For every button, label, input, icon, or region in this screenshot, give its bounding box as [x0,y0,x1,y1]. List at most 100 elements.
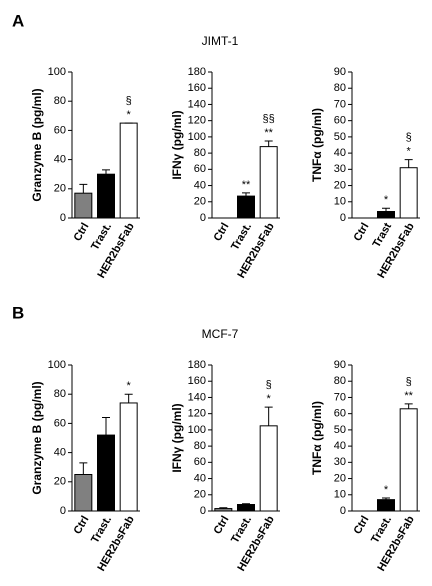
panel-label: B [12,303,24,322]
bar [74,474,93,512]
y-tick-label: 60 [54,124,66,136]
y-tick-label: 140 [188,391,206,403]
significance-mark: ** [404,390,413,402]
y-axis-label: IFNγ (pg/ml) [170,403,184,472]
y-axis-label: IFNγ (pg/ml) [170,110,184,179]
y-tick-label: 40 [334,147,346,159]
y-tick-label: 80 [54,388,66,400]
significance-mark: § [126,95,132,107]
y-tick-label: 50 [334,131,346,143]
x-tick-label: Ctrl [72,514,92,536]
bar [214,508,233,512]
y-tick-label: 10 [334,196,346,208]
y-tick-label: 40 [194,472,206,484]
y-tick-label: 0 [340,505,346,517]
bar [399,408,418,512]
y-tick-label: 20 [54,476,66,488]
bar [237,504,255,512]
error-bar [102,417,110,436]
y-tick-label: 20 [194,196,206,208]
bar [119,402,138,512]
y-tick-label: 80 [334,375,346,387]
significance-mark: * [127,380,132,392]
y-tick-label: 40 [194,179,206,191]
significance-mark: ** [264,127,273,139]
error-bar [102,169,110,175]
y-tick-label: 0 [200,212,206,224]
y-tick-label: 40 [54,154,66,166]
error-bar [242,192,250,197]
bar [259,146,278,219]
y-tick-label: 60 [334,408,346,420]
significance-mark: § [406,132,412,144]
y-tick-label: 50 [334,424,346,436]
error-bar [79,183,88,194]
panel-title: JIMT-1 [202,34,239,48]
bar [377,211,395,219]
y-axis-label: TNFα (pg/ml) [310,108,324,182]
error-bar [382,207,390,212]
y-tick-label: 80 [194,147,206,159]
y-tick-label: 0 [340,212,346,224]
error-bar [124,393,133,403]
y-tick-label: 140 [188,98,206,110]
y-tick-label: 20 [194,489,206,501]
y-tick-label: 70 [334,98,346,110]
x-tick-label: Ctrl [72,221,92,243]
significance-mark: * [127,109,132,121]
bar [97,434,115,512]
y-tick-label: 20 [334,179,346,191]
y-tick-label: 80 [194,440,206,452]
bar [377,499,395,512]
y-tick-label: 20 [54,183,66,195]
significance-mark: ** [242,179,251,191]
y-tick-label: 30 [334,163,346,175]
y-tick-label: 180 [188,66,206,78]
significance-mark: * [384,194,389,206]
y-tick-label: 90 [334,359,346,371]
bar [97,173,115,219]
error-bar [404,159,413,168]
y-tick-label: 90 [334,66,346,78]
y-tick-label: 0 [200,505,206,517]
significance-mark: §§ [263,113,275,125]
y-tick-label: 160 [188,375,206,387]
y-tick-label: 100 [188,424,206,436]
panel-label: A [12,11,24,30]
y-tick-label: 30 [334,456,346,468]
x-tick-label: Ctrl [352,221,372,243]
error-bar [404,403,413,409]
y-axis-label: Granzyme B (pg/ml) [30,381,44,494]
y-tick-label: 100 [48,359,66,371]
y-tick-label: 60 [54,417,66,429]
error-bar [382,497,390,500]
y-tick-label: 40 [334,440,346,452]
y-tick-label: 120 [188,115,206,127]
significance-mark: * [267,393,272,405]
significance-mark: * [407,146,412,158]
bar [119,122,138,219]
y-tick-label: 60 [194,456,206,468]
x-tick-label: Trast [371,221,395,250]
y-tick-label: 80 [334,82,346,94]
error-bar [264,140,273,147]
significance-mark: § [406,376,412,388]
error-bar [219,507,228,509]
y-tick-label: 180 [188,359,206,371]
y-axis-label: TNFα (pg/ml) [310,401,324,475]
bar [237,195,255,219]
x-tick-label: Ctrl [352,514,372,536]
y-tick-label: 60 [334,115,346,127]
y-tick-label: 100 [188,131,206,143]
significance-mark: * [384,484,389,496]
error-bar [264,406,273,426]
bar [259,425,278,512]
y-tick-label: 10 [334,489,346,501]
y-tick-label: 0 [60,212,66,224]
error-bar [79,462,88,475]
x-tick-label: Ctrl [212,221,232,243]
y-tick-label: 0 [60,505,66,517]
y-axis-label: Granzyme B (pg/ml) [30,88,44,201]
y-tick-label: 100 [48,66,66,78]
